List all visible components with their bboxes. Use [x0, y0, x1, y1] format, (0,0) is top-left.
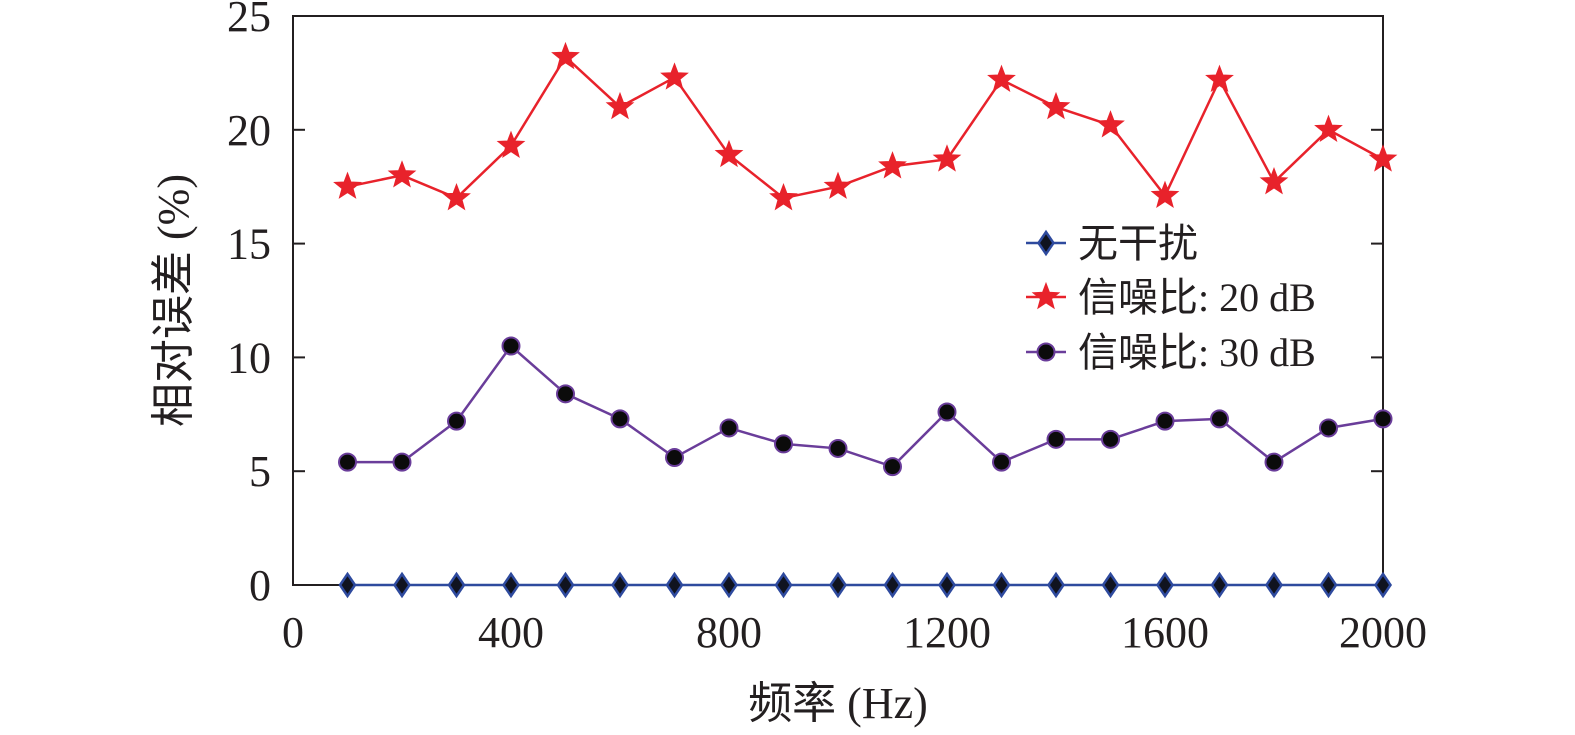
x-tick-label: 1200 — [903, 608, 991, 657]
legend-item: 信噪比: 30 dB — [1026, 330, 1316, 375]
data-point-circle — [556, 384, 575, 404]
data-point-diamond — [1373, 571, 1393, 599]
data-point-diamond — [1036, 229, 1056, 257]
series-circle — [338, 336, 1393, 477]
data-point-star — [442, 182, 471, 211]
data-point-star — [1096, 110, 1125, 138]
data-point-star — [496, 130, 526, 158]
y-tick-label: 0 — [249, 561, 271, 610]
data-point-circle — [883, 457, 902, 477]
data-point-diamond — [883, 571, 902, 599]
data-point-circle — [828, 438, 848, 458]
y-tick-label: 25 — [227, 0, 271, 41]
y-tick-label: 15 — [227, 220, 271, 269]
x-tick-label: 1600 — [1121, 608, 1209, 657]
data-point-star — [1314, 114, 1343, 143]
data-point-star — [605, 91, 635, 120]
x-tick-label: 400 — [478, 608, 544, 657]
data-point-star — [1041, 91, 1071, 120]
data-point-diamond — [937, 571, 957, 599]
data-point-star — [932, 144, 962, 172]
data-point-diamond — [665, 571, 684, 599]
data-point-circle — [1155, 411, 1175, 431]
x-tick-label: 2000 — [1339, 608, 1427, 657]
data-point-diamond — [1264, 571, 1284, 599]
y-axis-ticks: 0 5 10 15 20 25 — [227, 0, 1383, 610]
series-layer — [333, 41, 1398, 599]
data-point-diamond — [828, 571, 848, 599]
data-point-diamond — [338, 571, 357, 599]
data-point-circle — [1373, 409, 1393, 429]
data-point-star — [714, 139, 744, 168]
data-point-star — [1368, 144, 1398, 172]
x-axis-ticks: 0 400 800 1200 1600 2000 — [282, 573, 1427, 657]
data-point-star — [551, 41, 580, 70]
data-point-diamond — [501, 571, 521, 599]
data-point-diamond — [1046, 571, 1066, 599]
series-line — [347, 55, 1384, 200]
data-point-circle — [1046, 429, 1066, 449]
data-point-diamond — [1155, 571, 1175, 599]
data-point-circle — [1210, 409, 1229, 429]
legend-item: 信噪比: 20 dB — [1026, 275, 1316, 320]
y-tick-label: 20 — [227, 106, 271, 155]
legend-label: 信噪比: 20 dB — [1078, 275, 1316, 320]
legend-label: 无干扰 — [1078, 221, 1198, 266]
data-point-diamond — [1319, 571, 1338, 599]
data-point-star — [1150, 180, 1180, 209]
data-point-diamond — [447, 571, 466, 599]
x-axis-title: 频率 (Hz) — [748, 679, 928, 728]
data-point-circle — [665, 448, 684, 468]
data-point-circle — [610, 409, 630, 429]
data-point-circle — [719, 418, 739, 438]
y-tick-label: 5 — [249, 447, 271, 496]
data-point-circle — [1264, 452, 1284, 472]
series-diamond — [338, 571, 1393, 599]
data-point-circle — [1101, 429, 1120, 449]
data-point-star — [987, 64, 1016, 92]
data-point-diamond — [1210, 571, 1229, 599]
data-point-star — [387, 160, 417, 188]
data-point-diamond — [719, 571, 739, 599]
data-point-circle — [447, 411, 466, 431]
data-point-diamond — [392, 571, 412, 599]
data-point-circle — [992, 452, 1011, 472]
data-point-diamond — [1101, 571, 1120, 599]
series-star — [333, 41, 1398, 211]
data-point-diamond — [992, 571, 1011, 599]
data-point-circle — [937, 402, 957, 422]
data-point-star — [1205, 64, 1234, 92]
y-tick-label: 10 — [227, 333, 271, 382]
data-point-star — [333, 171, 362, 199]
data-point-star — [660, 62, 689, 90]
x-tick-label: 0 — [282, 608, 304, 657]
data-point-diamond — [610, 571, 630, 599]
data-point-star — [878, 151, 907, 179]
data-point-circle — [392, 452, 412, 472]
data-point-circle — [338, 452, 357, 472]
data-point-diamond — [556, 571, 575, 599]
data-point-star — [769, 182, 798, 211]
legend-label: 信噪比: 30 dB — [1078, 330, 1316, 375]
data-point-circle — [1036, 342, 1056, 362]
legend-item: 无干扰 — [1026, 221, 1198, 266]
data-point-star — [1031, 281, 1061, 310]
y-axis-title: 相对误差 (%) — [149, 174, 198, 427]
data-point-diamond — [774, 571, 793, 599]
data-point-circle — [774, 434, 793, 454]
data-point-star — [1259, 167, 1289, 195]
data-point-star — [823, 171, 853, 199]
x-tick-label: 800 — [696, 608, 762, 657]
data-point-circle — [501, 336, 521, 356]
data-point-circle — [1319, 418, 1338, 438]
